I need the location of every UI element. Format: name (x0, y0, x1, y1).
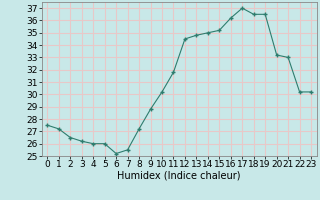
X-axis label: Humidex (Indice chaleur): Humidex (Indice chaleur) (117, 171, 241, 181)
